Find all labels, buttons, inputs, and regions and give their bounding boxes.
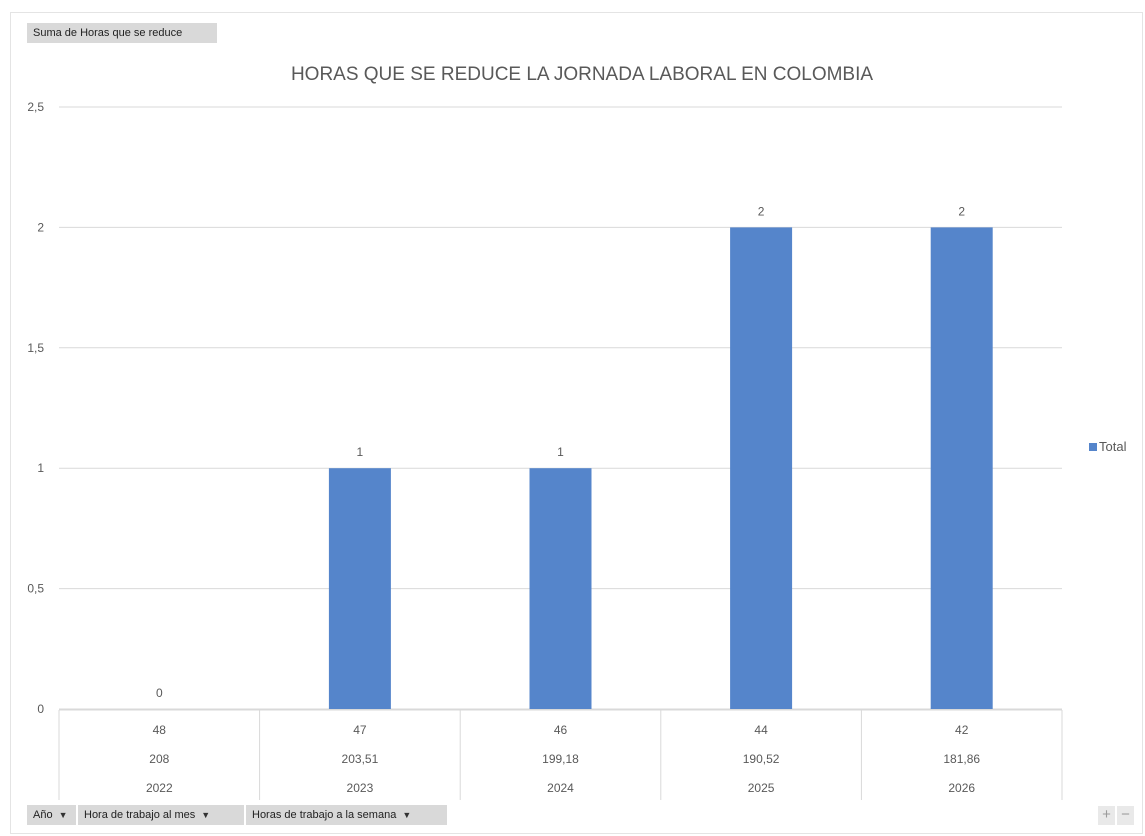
dropdown-arrow-icon[interactable]: ▼ — [58, 810, 68, 820]
row-field-monthly-hours-label: Hora de trabajo al mes — [84, 809, 196, 821]
dropdown-arrow-icon[interactable]: ▼ — [201, 810, 211, 820]
dropdown-arrow-icon[interactable]: ▼ — [402, 810, 412, 820]
row-field-monthly-hours-button[interactable]: Hora de trabajo al mes ▼ — [78, 805, 244, 825]
value-field-button[interactable]: Suma de Horas que se reduce — [27, 23, 217, 43]
row-field-year-label: Año — [33, 809, 53, 821]
expand-field-button[interactable]: + — [1098, 806, 1115, 825]
row-field-weekly-hours-button[interactable]: Horas de trabajo a la semana ▼ — [246, 805, 447, 825]
row-field-year-button[interactable]: Año ▼ — [27, 805, 76, 825]
collapse-field-button[interactable]: − — [1117, 806, 1134, 825]
row-field-weekly-hours-label: Horas de trabajo a la semana — [252, 809, 397, 821]
chart-area — [10, 12, 1143, 834]
